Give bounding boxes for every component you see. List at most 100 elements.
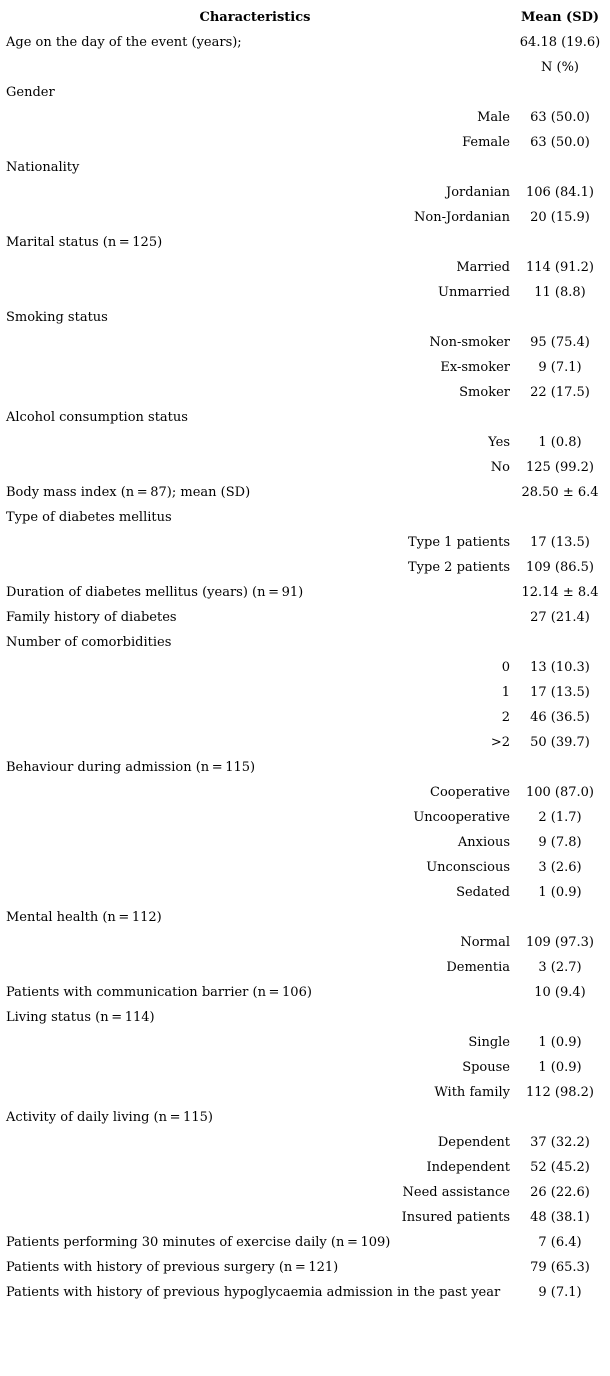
category-label: Family history of diabetes [6,610,177,625]
item-label: Yes [488,435,510,450]
item-label: Male [477,110,510,125]
table-row: Male 63 (50.0) [0,105,610,130]
category-label: Activity of daily living (n = 115) [6,1110,213,1125]
item-label: 2 [501,710,510,725]
table-row: Single 1 (0.9) [0,1030,610,1055]
table-row: Alcohol consumption status [0,405,610,430]
value-cell: 63 (50.0) [530,135,590,150]
table-row: Living status (n = 114) [0,1005,610,1030]
table-row: Non-smoker 95 (75.4) [0,330,610,355]
value-cell: 12.14 ± 8.4 [521,585,599,600]
item-label: 1 [501,685,510,700]
item-label: Unmarried [437,285,510,300]
category-label: Duration of diabetes mellitus (years) (n… [6,585,304,600]
value-cell: 11 (8.8) [534,285,586,300]
category-label: Gender [6,85,55,100]
value-cell: 17 (13.5) [530,685,590,700]
item-label: Type 2 patients [408,560,510,575]
item-label: Ex-smoker [440,360,510,375]
value-cell: 28.50 ± 6.4 [521,485,599,500]
category-label: Type of diabetes mellitus [6,510,172,525]
table-row: Insured patients 48 (38.1) [0,1205,610,1230]
value-cell: 1 (0.9) [538,1035,582,1050]
table-row: Dependent 37 (32.2) [0,1130,610,1155]
category-label: Marital status (n = 125) [6,235,163,250]
value-cell: 9 (7.1) [538,360,582,375]
table-row: Need assistance 26 (22.6) [0,1180,610,1205]
value-cell: 114 (91.2) [525,260,595,275]
table-row: Mental health (n = 112) [0,905,610,930]
value-cell: 106 (84.1) [525,185,595,200]
table-row: Patients with history of previous hypogl… [0,1280,610,1305]
table-row: Duration of diabetes mellitus (years) (n… [0,580,610,605]
table-header-row: Characteristics Mean (SD) [0,5,610,30]
category-label: Body mass index (n = 87); mean (SD) [6,485,251,500]
table-row: Behaviour during admission (n = 115) [0,755,610,780]
category-label: Mental health (n = 112) [6,910,162,925]
table-row: Spouse 1 (0.9) [0,1055,610,1080]
table-row: Patients performing 30 minutes of exerci… [0,1230,610,1255]
table-row: Nationality [0,155,610,180]
value-cell: 50 (39.7) [530,735,590,750]
table-row: Unmarried 11 (8.8) [0,280,610,305]
table-row: 0 13 (10.3) [0,655,610,680]
item-label: Smoker [459,385,510,400]
item-label: Non-smoker [429,335,510,350]
item-label: No [490,460,510,475]
table-row: Patients with history of previous surger… [0,1255,610,1280]
table-row: Cooperative 100 (87.0) [0,780,610,805]
item-label: Normal [460,935,510,950]
table-row: N (%) [0,55,610,80]
item-label: Non-Jordanian [414,210,510,225]
table-row: Anxious 9 (7.8) [0,830,610,855]
value-cell: 3 (2.7) [538,960,582,975]
value-cell: 27 (21.4) [530,610,590,625]
value-cell: 1 (0.9) [538,1060,582,1075]
item-label: Dementia [446,960,510,975]
value-cell: 9 (7.1) [538,1285,582,1300]
table-row: Type of diabetes mellitus [0,505,610,530]
item-label: Need assistance [402,1185,510,1200]
item-label: Anxious [457,835,510,850]
value-cell: 26 (22.6) [530,1185,590,1200]
item-label: Sedated [456,885,510,900]
item-label: Uncooperative [413,810,510,825]
category-label: Living status (n = 114) [6,1010,155,1025]
table-row: With family 112 (98.2) [0,1080,610,1105]
table-row: 1 17 (13.5) [0,680,610,705]
table-row: Activity of daily living (n = 115) [0,1105,610,1130]
value-cell: 10 (9.4) [534,985,586,1000]
table-row: Married 114 (91.2) [0,255,610,280]
table-row: Smoking status [0,305,610,330]
item-label: With family [434,1085,510,1100]
item-label: Single [468,1035,510,1050]
value-cell: 63 (50.0) [530,110,590,125]
category-label: Nationality [6,160,80,175]
table-row: Jordanian 106 (84.1) [0,180,610,205]
category-label: Patients with history of previous hypogl… [6,1285,501,1300]
table-row: Normal 109 (97.3) [0,930,610,955]
item-label: Independent [426,1160,510,1175]
value-cell: 79 (65.3) [530,1260,590,1275]
item-label: Spouse [462,1060,510,1075]
value-cell: 2 (1.7) [538,810,582,825]
table-row: Type 2 patients 109 (86.5) [0,555,610,580]
mean-sd-column-header: Mean (SD) [520,10,600,25]
table-row: Gender [0,80,610,105]
value-cell: 1 (0.9) [538,885,582,900]
value-cell: 9 (7.8) [538,835,582,850]
item-label: Insured patients [401,1210,510,1225]
table-row: Non-Jordanian 20 (15.9) [0,205,610,230]
item-label: Married [456,260,510,275]
table-row: Ex-smoker 9 (7.1) [0,355,610,380]
table-row: Independent 52 (45.2) [0,1155,610,1180]
table-row: 2 46 (36.5) [0,705,610,730]
table-row: Body mass index (n = 87); mean (SD) 28.50… [0,480,610,505]
table-row: Smoker 22 (17.5) [0,380,610,405]
table-row: Dementia 3 (2.7) [0,955,610,980]
value-cell: 100 (87.0) [525,785,595,800]
category-label: Alcohol consumption status [6,410,188,425]
table-row: Unconscious 3 (2.6) [0,855,610,880]
value-cell: 109 (97.3) [525,935,595,950]
value-cell: 22 (17.5) [530,385,590,400]
